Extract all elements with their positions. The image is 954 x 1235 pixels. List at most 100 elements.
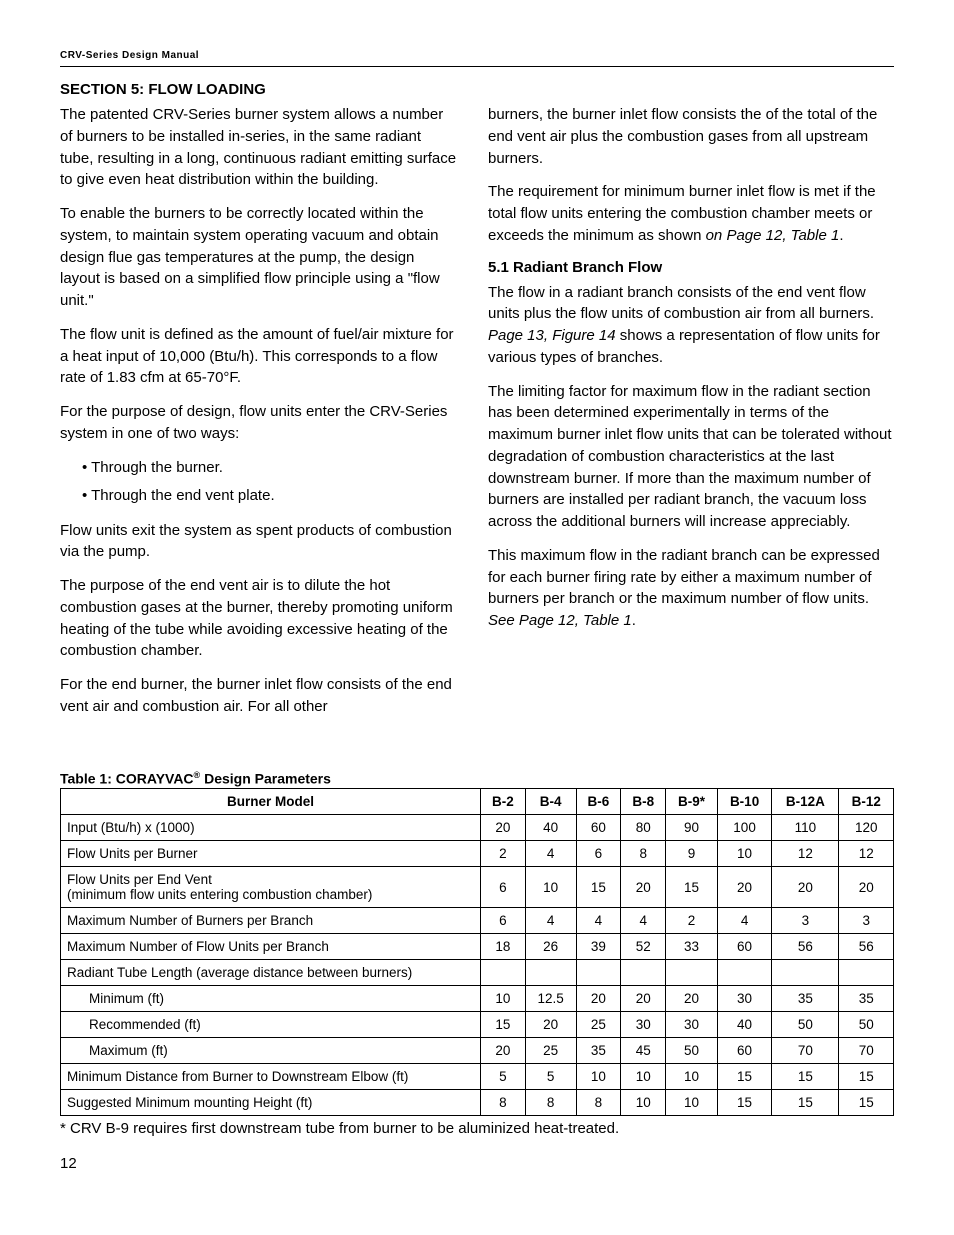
row-label: Minimum Distance from Burner to Downstre…	[61, 1064, 481, 1090]
table-title-a: Table 1: CORAYVAC	[60, 770, 194, 786]
cell: 25	[525, 1038, 576, 1064]
cell: 4	[576, 908, 621, 934]
cell: 20	[772, 867, 839, 908]
paragraph: The patented CRV-Series burner system al…	[60, 104, 458, 191]
row-label: Radiant Tube Length (average distance be…	[61, 960, 481, 986]
cell: 20	[666, 986, 718, 1012]
table-row: Flow Units per End Vent(minimum flow uni…	[61, 867, 894, 908]
paragraph: For the purpose of design, flow units en…	[60, 401, 458, 445]
design-parameters-table: Burner Model B-2 B-4 B-6 B-8 B-9* B-10 B…	[60, 788, 894, 1116]
cell: 20	[576, 986, 621, 1012]
cell: 50	[839, 1012, 894, 1038]
cell	[839, 960, 894, 986]
table-row: Maximum (ft)2025354550607070	[61, 1038, 894, 1064]
cell: 20	[621, 867, 666, 908]
left-column: The patented CRV-Series burner system al…	[60, 104, 458, 730]
italic-ref: on Page 12, Table 1	[706, 227, 840, 244]
cell: 8	[576, 1090, 621, 1116]
text-run: .	[839, 227, 843, 244]
table-header-cell: B-10	[717, 789, 772, 815]
cell: 3	[839, 908, 894, 934]
bullet-list: • Through the burner. • Through the end …	[82, 457, 458, 508]
cell: 15	[576, 867, 621, 908]
cell: 80	[621, 815, 666, 841]
table-title: Table 1: CORAYVAC® Design Parameters	[60, 770, 894, 787]
table-header-cell: B-12	[839, 789, 894, 815]
paragraph: The limiting factor for maximum flow in …	[488, 381, 894, 533]
cell: 15	[717, 1090, 772, 1116]
row-label: Minimum (ft)	[61, 986, 481, 1012]
section-title: SECTION 5: FLOW LOADING	[60, 81, 894, 98]
table-header-cell: B-9*	[666, 789, 718, 815]
paragraph: burners, the burner inlet flow consists …	[488, 104, 894, 169]
cell: 10	[576, 1064, 621, 1090]
table-header-row: Burner Model B-2 B-4 B-6 B-8 B-9* B-10 B…	[61, 789, 894, 815]
cell: 15	[481, 1012, 526, 1038]
cell	[666, 960, 718, 986]
cell: 30	[717, 986, 772, 1012]
cell: 18	[481, 934, 526, 960]
cell: 40	[717, 1012, 772, 1038]
cell: 8	[481, 1090, 526, 1116]
cell: 100	[717, 815, 772, 841]
paragraph: The purpose of the end vent air is to di…	[60, 575, 458, 662]
cell: 12	[772, 841, 839, 867]
cell: 15	[772, 1090, 839, 1116]
cell: 3	[772, 908, 839, 934]
cell: 50	[772, 1012, 839, 1038]
table-header-cell: B-6	[576, 789, 621, 815]
cell: 90	[666, 815, 718, 841]
paragraph: For the end burner, the burner inlet flo…	[60, 674, 458, 718]
cell: 45	[621, 1038, 666, 1064]
cell: 4	[621, 908, 666, 934]
cell	[717, 960, 772, 986]
cell: 52	[621, 934, 666, 960]
cell: 10	[621, 1090, 666, 1116]
cell: 6	[481, 908, 526, 934]
subsection-title: 5.1 Radiant Branch Flow	[488, 259, 894, 276]
table-row: Maximum Number of Burners per Branch6444…	[61, 908, 894, 934]
cell: 40	[525, 815, 576, 841]
cell: 10	[666, 1064, 718, 1090]
page-number: 12	[60, 1155, 894, 1172]
cell: 5	[525, 1064, 576, 1090]
cell: 20	[621, 986, 666, 1012]
cell: 35	[772, 986, 839, 1012]
table-row: Flow Units per Burner24689101212	[61, 841, 894, 867]
bullet-item: • Through the burner.	[82, 457, 458, 480]
cell: 20	[525, 1012, 576, 1038]
text-run: This maximum flow in the radiant branch …	[488, 547, 880, 608]
cell: 35	[576, 1038, 621, 1064]
page-header: CRV-Series Design Manual	[60, 50, 894, 67]
cell: 35	[839, 986, 894, 1012]
italic-ref: Page 13, Figure 14	[488, 327, 616, 344]
cell: 33	[666, 934, 718, 960]
paragraph: The flow in a radiant branch consists of…	[488, 282, 894, 369]
cell	[621, 960, 666, 986]
cell: 10	[717, 841, 772, 867]
table-header-cell: B-4	[525, 789, 576, 815]
cell: 70	[772, 1038, 839, 1064]
row-label: Maximum (ft)	[61, 1038, 481, 1064]
table-row: Input (Btu/h) x (1000)204060809010011012…	[61, 815, 894, 841]
table-footnote: * CRV B-9 requires first downstream tube…	[60, 1120, 894, 1137]
cell: 10	[481, 986, 526, 1012]
cell: 2	[481, 841, 526, 867]
paragraph: The requirement for minimum burner inlet…	[488, 181, 894, 246]
cell	[525, 960, 576, 986]
cell: 60	[576, 815, 621, 841]
cell: 5	[481, 1064, 526, 1090]
cell: 10	[621, 1064, 666, 1090]
row-label: Flow Units per Burner	[61, 841, 481, 867]
header-text: CRV-Series Design Manual	[60, 50, 199, 61]
text-run: .	[632, 612, 636, 629]
table-row: Minimum (ft)1012.5202020303535	[61, 986, 894, 1012]
table-row: Radiant Tube Length (average distance be…	[61, 960, 894, 986]
cell: 12	[839, 841, 894, 867]
table-row: Recommended (ft)1520253030405050	[61, 1012, 894, 1038]
cell	[481, 960, 526, 986]
cell: 110	[772, 815, 839, 841]
cell: 60	[717, 934, 772, 960]
paragraph: The flow unit is defined as the amount o…	[60, 324, 458, 389]
cell: 15	[772, 1064, 839, 1090]
